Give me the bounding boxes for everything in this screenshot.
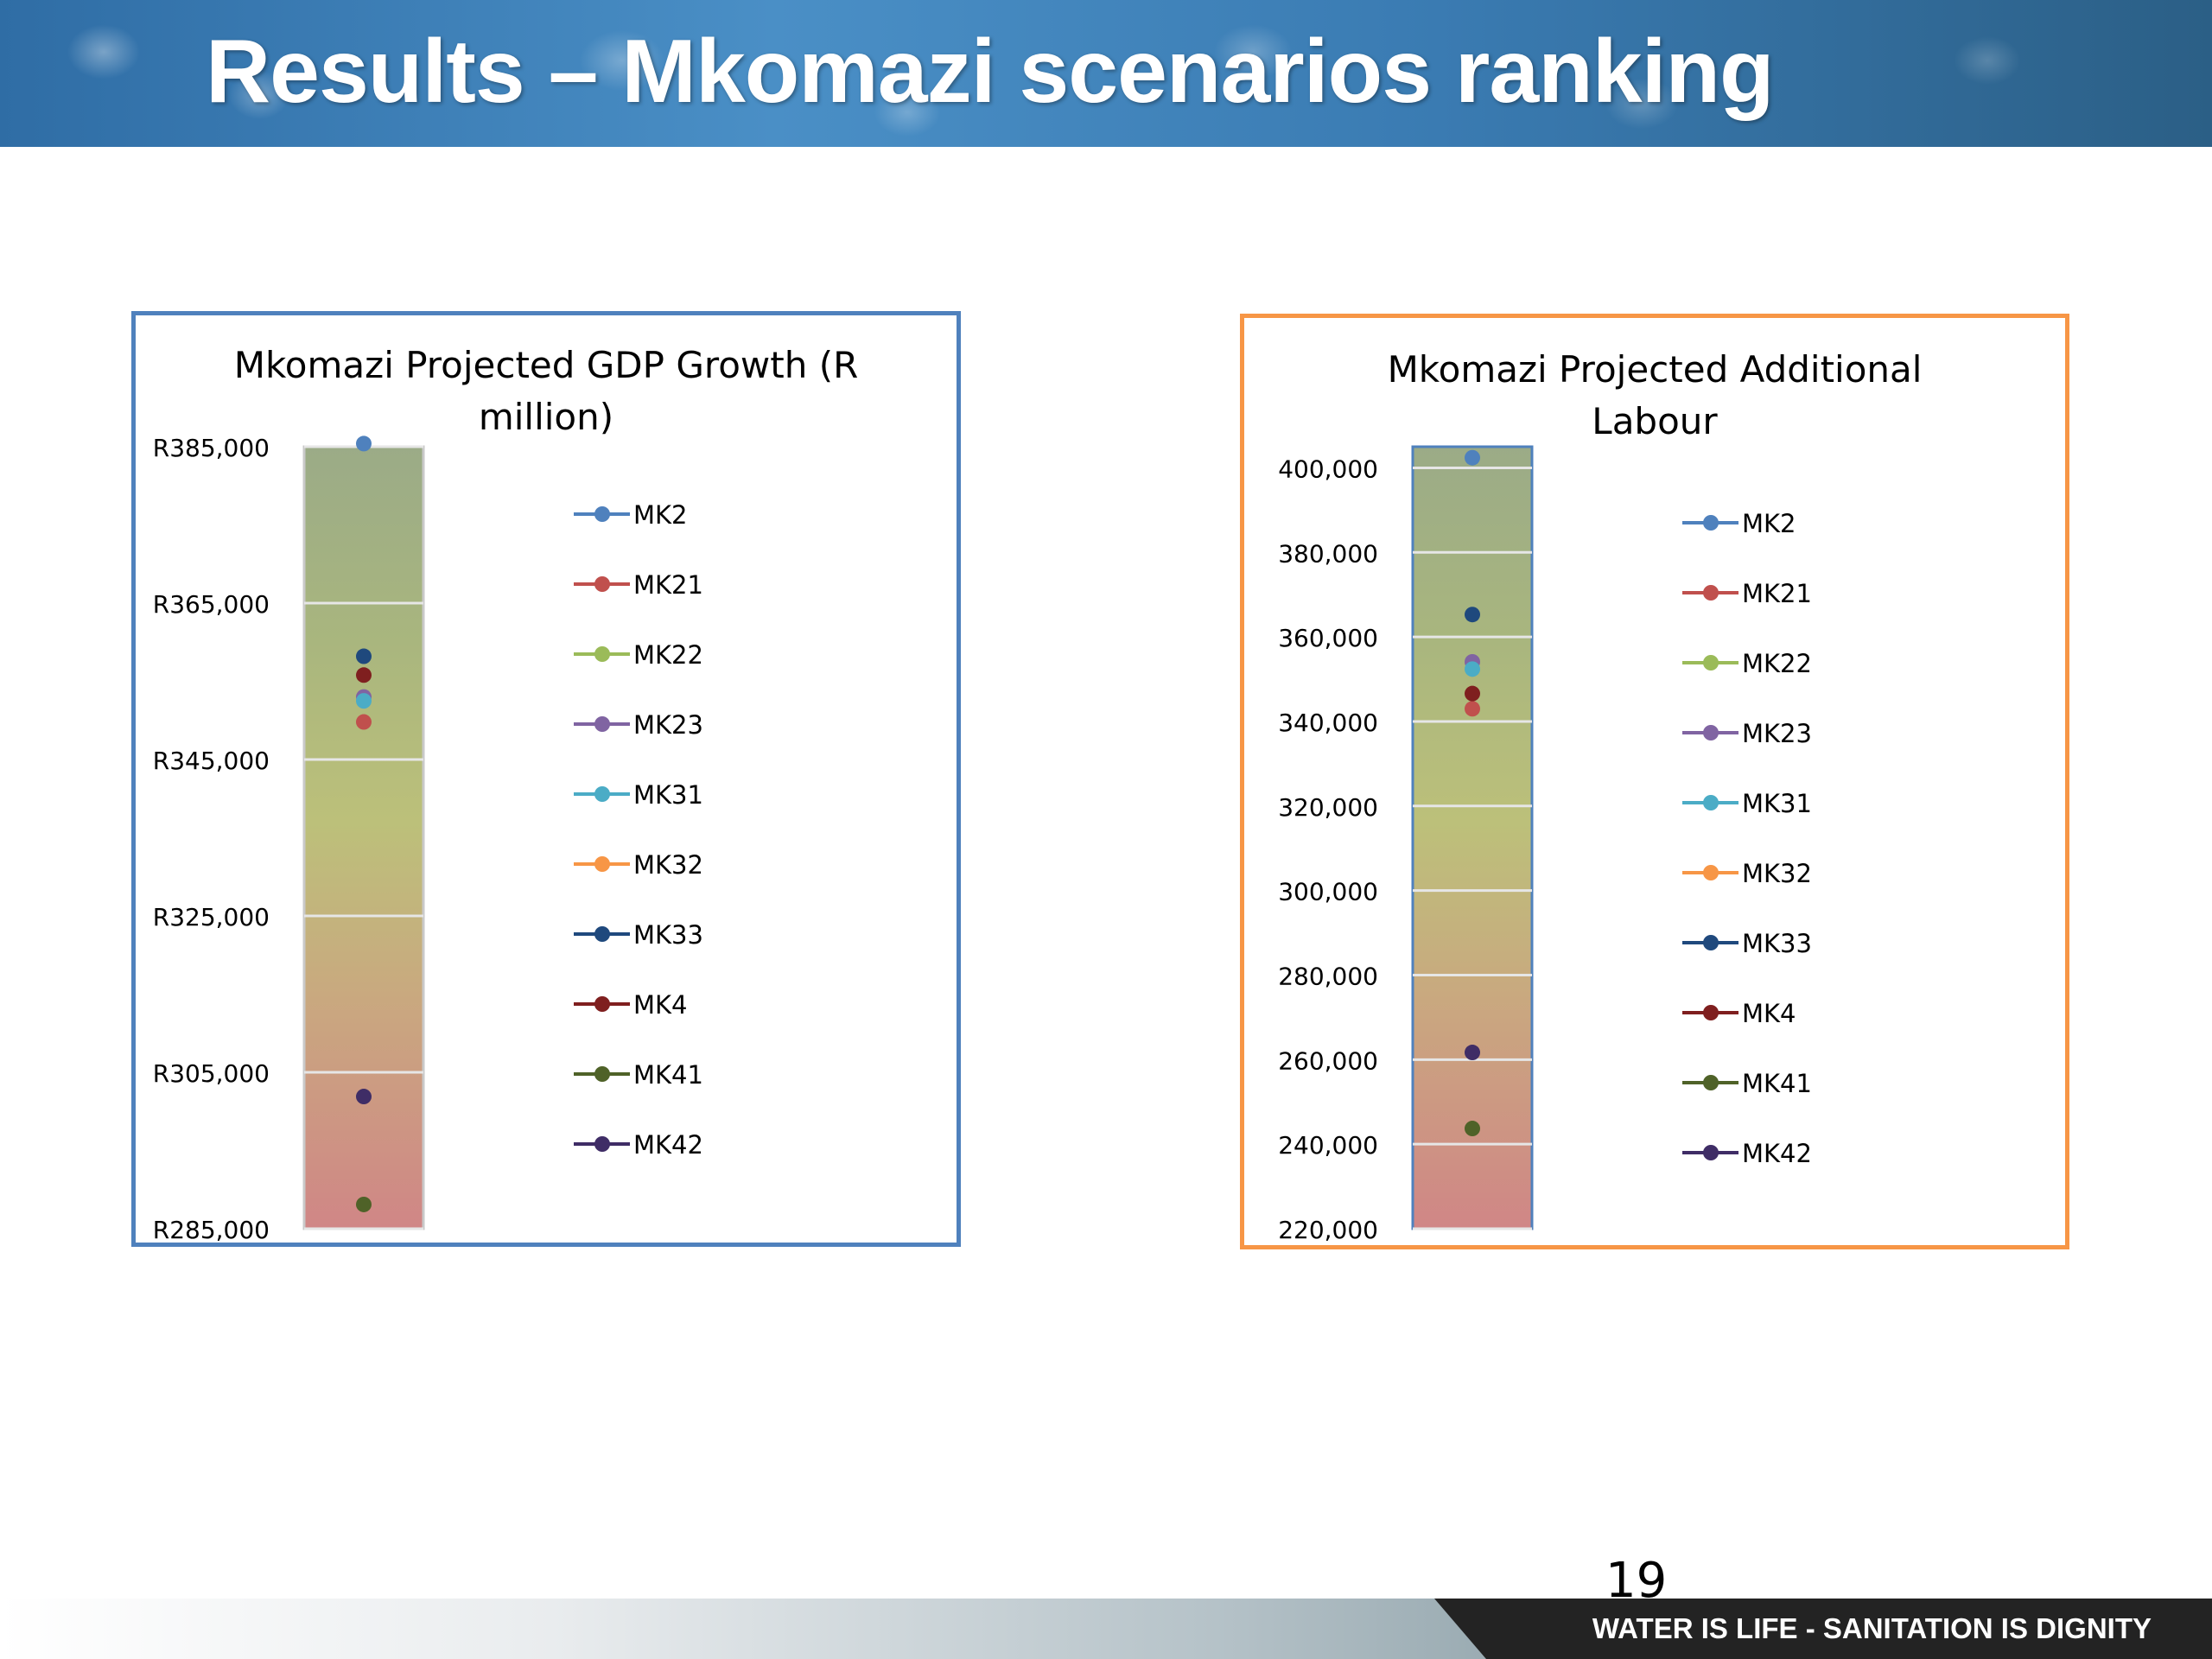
svg-text:MK21: MK21 [1742, 579, 1812, 608]
data-point-mk42 [1465, 1045, 1480, 1061]
svg-text:MK41: MK41 [1742, 1069, 1812, 1098]
labour-chart-title-line2: Labour [1592, 400, 1718, 442]
legend-entry-mk21: MK21 [574, 570, 703, 600]
footer-bar: WATER IS LIFE - SANITATION IS DIGNITY [0, 1599, 2212, 1659]
data-point-mk33 [1465, 607, 1480, 623]
svg-text:MK4: MK4 [1742, 999, 1796, 1028]
footer-slogan: WATER IS LIFE - SANITATION IS DIGNITY [1592, 1612, 2152, 1644]
data-point-mk2 [356, 435, 372, 452]
svg-text:MK32: MK32 [1742, 859, 1812, 888]
y-tick-label: 360,000 [1278, 624, 1378, 652]
data-point-mk2 [1465, 449, 1480, 466]
svg-text:MK2: MK2 [1742, 509, 1796, 538]
legend-entry-mk41: MK41 [574, 1060, 703, 1090]
data-point-mk21 [1465, 701, 1480, 717]
plot-area [1411, 445, 1534, 1230]
legend-entry-mk23: MK23 [1682, 719, 1812, 748]
svg-text:MK31: MK31 [1742, 789, 1812, 818]
svg-text:MK41: MK41 [633, 1060, 703, 1090]
labour-chart: Mkomazi Projected Additional Labour 400,… [1240, 314, 2069, 1249]
legend-entry-mk2: MK2 [1682, 509, 1796, 538]
gdp-chart-plot: R385,000 R365,000 R345,000 R325,000 R305,000… [153, 434, 703, 1243]
data-point-mk21 [356, 714, 372, 730]
y-tick-label: R385,000 [153, 434, 270, 462]
y-tick-label: 220,000 [1278, 1216, 1378, 1244]
y-tick-label: 400,000 [1278, 454, 1378, 483]
labour-chart-plot: 400,000 380,000 360,000 340,000 320,000 300,0… [1278, 445, 1812, 1244]
footer-dark-band: WATER IS LIFE - SANITATION IS DIGNITY [1434, 1599, 2212, 1659]
title-banner [0, 0, 2212, 147]
y-tick-label: R285,000 [153, 1216, 270, 1243]
legend-entry-mk42: MK42 [574, 1130, 703, 1160]
y-tick-label: 300,000 [1278, 878, 1378, 906]
legend-entry-mk23: MK23 [574, 710, 703, 740]
legend-entry-mk32: MK32 [1682, 859, 1812, 888]
labour-chart-title: Mkomazi Projected Additional Labour [1279, 344, 2031, 448]
data-point-mk41 [356, 1196, 372, 1212]
svg-text:MK42: MK42 [1742, 1139, 1812, 1168]
svg-text:MK23: MK23 [1742, 719, 1812, 748]
gdp-chart-title-line2: million) [478, 396, 614, 438]
y-tick-label: 340,000 [1278, 709, 1378, 737]
legend-entry-mk31: MK31 [574, 780, 703, 810]
y-tick-label: R365,000 [153, 590, 270, 619]
legend-entry-mk42: MK42 [1682, 1139, 1812, 1168]
svg-text:MK2: MK2 [633, 500, 688, 530]
gdp-growth-chart: Mkomazi Projected GDP Growth (R million)… [131, 311, 961, 1247]
svg-text:MK22: MK22 [633, 640, 703, 670]
legend-entry-mk31: MK31 [1682, 789, 1812, 818]
data-point-mk42 [356, 1089, 372, 1105]
y-tick-label: R345,000 [153, 747, 270, 775]
legend-entry-mk22: MK22 [574, 640, 703, 670]
y-tick-label: 280,000 [1278, 962, 1378, 990]
y-tick-label: 260,000 [1278, 1046, 1378, 1075]
legend-entry-mk4: MK4 [1682, 999, 1796, 1028]
data-point-mk33 [356, 648, 372, 664]
svg-text:MK31: MK31 [633, 780, 703, 810]
y-tick-label: 380,000 [1278, 539, 1378, 568]
y-tick-label: 320,000 [1278, 793, 1378, 822]
svg-text:MK22: MK22 [1742, 649, 1812, 678]
data-point-mk31 [356, 693, 372, 709]
svg-text:MK21: MK21 [633, 570, 703, 600]
y-tick-label: 240,000 [1278, 1131, 1378, 1160]
svg-text:MK33: MK33 [633, 920, 703, 950]
plot-area [302, 445, 425, 1230]
y-tick-label: R305,000 [153, 1059, 270, 1088]
data-point-mk31 [1465, 661, 1480, 677]
svg-text:MK33: MK33 [1742, 929, 1812, 958]
svg-text:MK32: MK32 [633, 850, 703, 880]
labour-chart-title-line1: Mkomazi Projected Additional [1387, 348, 1923, 391]
gdp-chart-title: Mkomazi Projected GDP Growth (R million) [170, 340, 922, 443]
legend-entry-mk21: MK21 [1682, 579, 1812, 608]
gdp-chart-title-line1: Mkomazi Projected GDP Growth (R [233, 344, 859, 386]
svg-text:MK42: MK42 [633, 1130, 703, 1160]
data-point-mk4 [356, 667, 372, 683]
legend-entry-mk33: MK33 [1682, 929, 1812, 958]
legend-entry-mk4: MK4 [574, 990, 688, 1020]
data-point-mk41 [1465, 1121, 1480, 1137]
svg-text:MK23: MK23 [633, 710, 703, 740]
legend-entry-mk32: MK32 [574, 850, 703, 880]
legend-entry-mk41: MK41 [1682, 1069, 1812, 1098]
legend-entry-mk33: MK33 [574, 920, 703, 950]
legend-entry-mk2: MK2 [574, 500, 688, 530]
legend-entry-mk22: MK22 [1682, 649, 1812, 678]
data-point-mk4 [1465, 685, 1480, 702]
svg-text:MK4: MK4 [633, 990, 688, 1020]
y-tick-label: R325,000 [153, 903, 270, 931]
slide-title: Results – Mkomazi scenarios ranking [206, 22, 1775, 122]
